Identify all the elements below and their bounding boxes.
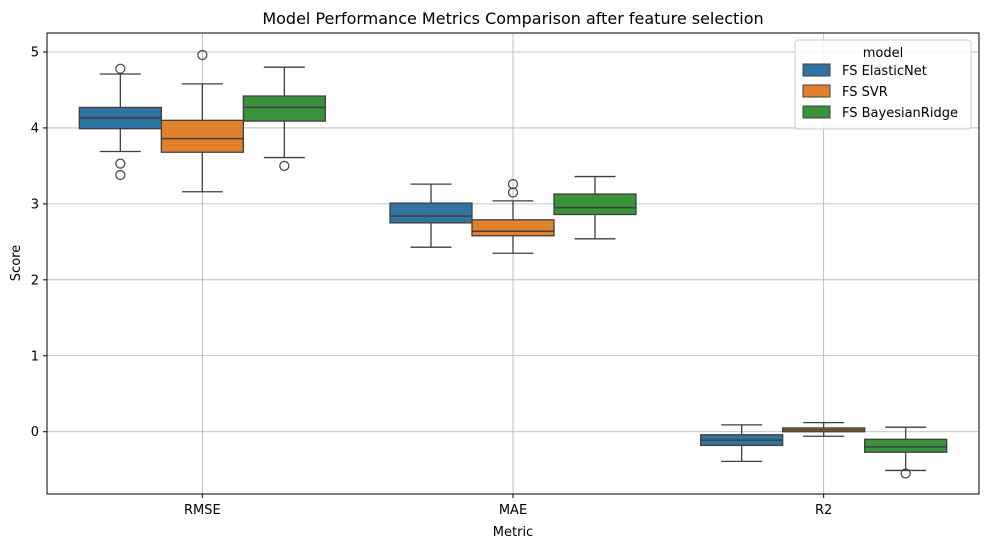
legend-label: FS SVR <box>842 85 888 100</box>
legend-box <box>794 39 972 130</box>
legend-swatch <box>802 63 831 77</box>
legend: model FS ElasticNet FS SVR FS BayesianRidg… <box>794 39 972 130</box>
outlier-point <box>115 169 126 181</box>
iqr-box <box>864 438 948 453</box>
legend-label: FS BayesianRidge <box>842 106 958 121</box>
box-fs-elasticnet-mae <box>389 183 473 248</box>
box-fs-bayesianridge-rmse <box>242 66 326 172</box>
y-tick-label: 3 <box>31 197 39 212</box>
box-fs-bayesianridge-mae <box>553 175 637 240</box>
outlier-point <box>279 160 290 172</box>
iqr-box <box>160 119 244 153</box>
y-tick-label: 5 <box>31 45 39 60</box>
x-tick-label: MAE <box>499 503 527 518</box>
legend-swatch <box>802 105 831 119</box>
chart-title: Model Performance Metrics Comparison aft… <box>262 9 763 28</box>
outlier-point <box>507 179 519 190</box>
x-axis-label: Metric <box>493 525 533 540</box>
axis-layer: 0 1 2 3 4 5 RMSE MAE R2 <box>31 45 833 518</box>
iqr-box <box>553 193 637 216</box>
y-tick-label: 4 <box>31 121 39 136</box>
outlier-point <box>115 63 126 74</box>
legend-label: FS ElasticNet <box>842 64 927 79</box>
iqr-box <box>389 202 473 224</box>
iqr-box <box>242 95 326 122</box>
y-tick-label: 2 <box>31 273 39 288</box>
y-axis-label: Score <box>9 245 24 281</box>
y-tick-label: 0 <box>31 425 39 440</box>
outlier-point <box>197 49 208 61</box>
legend-items: FS ElasticNet FS SVR FS BayesianRidge <box>802 63 958 121</box>
box-fs-bayesianridge-r2 <box>864 426 948 479</box>
iqr-box <box>471 219 555 237</box>
box-fs-svr-mae <box>471 179 555 254</box>
x-tick-label: RMSE <box>184 503 221 518</box>
box-fs-svr-rmse <box>160 49 244 193</box>
outlier-point <box>507 187 519 198</box>
legend-title: model <box>863 46 903 61</box>
x-tick-label: R2 <box>815 503 832 518</box>
outlier-point <box>900 468 911 479</box>
legend-swatch <box>802 84 831 98</box>
box-fs-elasticnet-rmse <box>78 63 162 181</box>
y-tick-label: 1 <box>31 349 39 364</box>
box-layer <box>78 49 948 479</box>
outlier-point <box>115 158 126 169</box>
box-fs-elasticnet-r2 <box>700 424 784 462</box>
box-fs-svr-r2 <box>782 421 866 437</box>
